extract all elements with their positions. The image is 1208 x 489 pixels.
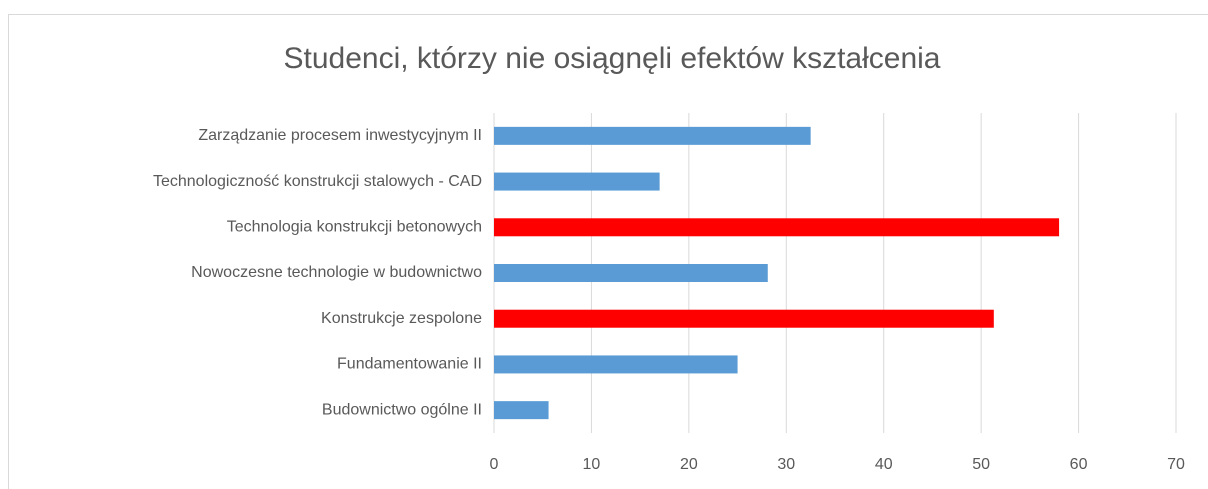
bar [494,218,1060,237]
bar [494,172,660,191]
x-tick-label: 20 [680,456,698,473]
bar [494,264,768,282]
bar [494,126,811,145]
y-tick-label: Technologiczność konstrukcji stalowych -… [153,173,482,190]
x-tick-label: 30 [777,456,795,473]
y-tick-label: Nowoczesne technologie w budownictwo [191,264,482,281]
bar [494,355,738,374]
x-tick-label: 0 [490,456,499,473]
chart-title: Studenci, którzy nie osiągnęli efektów k… [283,42,940,75]
y-tick-label: Fundamentowanie II [337,356,482,373]
bar [494,309,994,328]
y-tick-label: Konstrukcje zespolone [321,310,482,327]
y-tick-label: Budownictwo ogólne II [322,401,482,418]
x-tick-label: 50 [972,456,990,473]
chart-frame [8,14,1208,489]
y-tick-label: Technologia konstrukcji betonowych [227,219,482,236]
bar [494,401,549,420]
x-tick-label: 40 [875,456,893,473]
x-tick-label: 10 [583,456,601,473]
y-tick-label: Zarządzanie procesem inwestycyjnym II [198,127,482,144]
x-tick-label: 70 [1167,456,1185,473]
x-tick-label: 60 [1070,456,1088,473]
